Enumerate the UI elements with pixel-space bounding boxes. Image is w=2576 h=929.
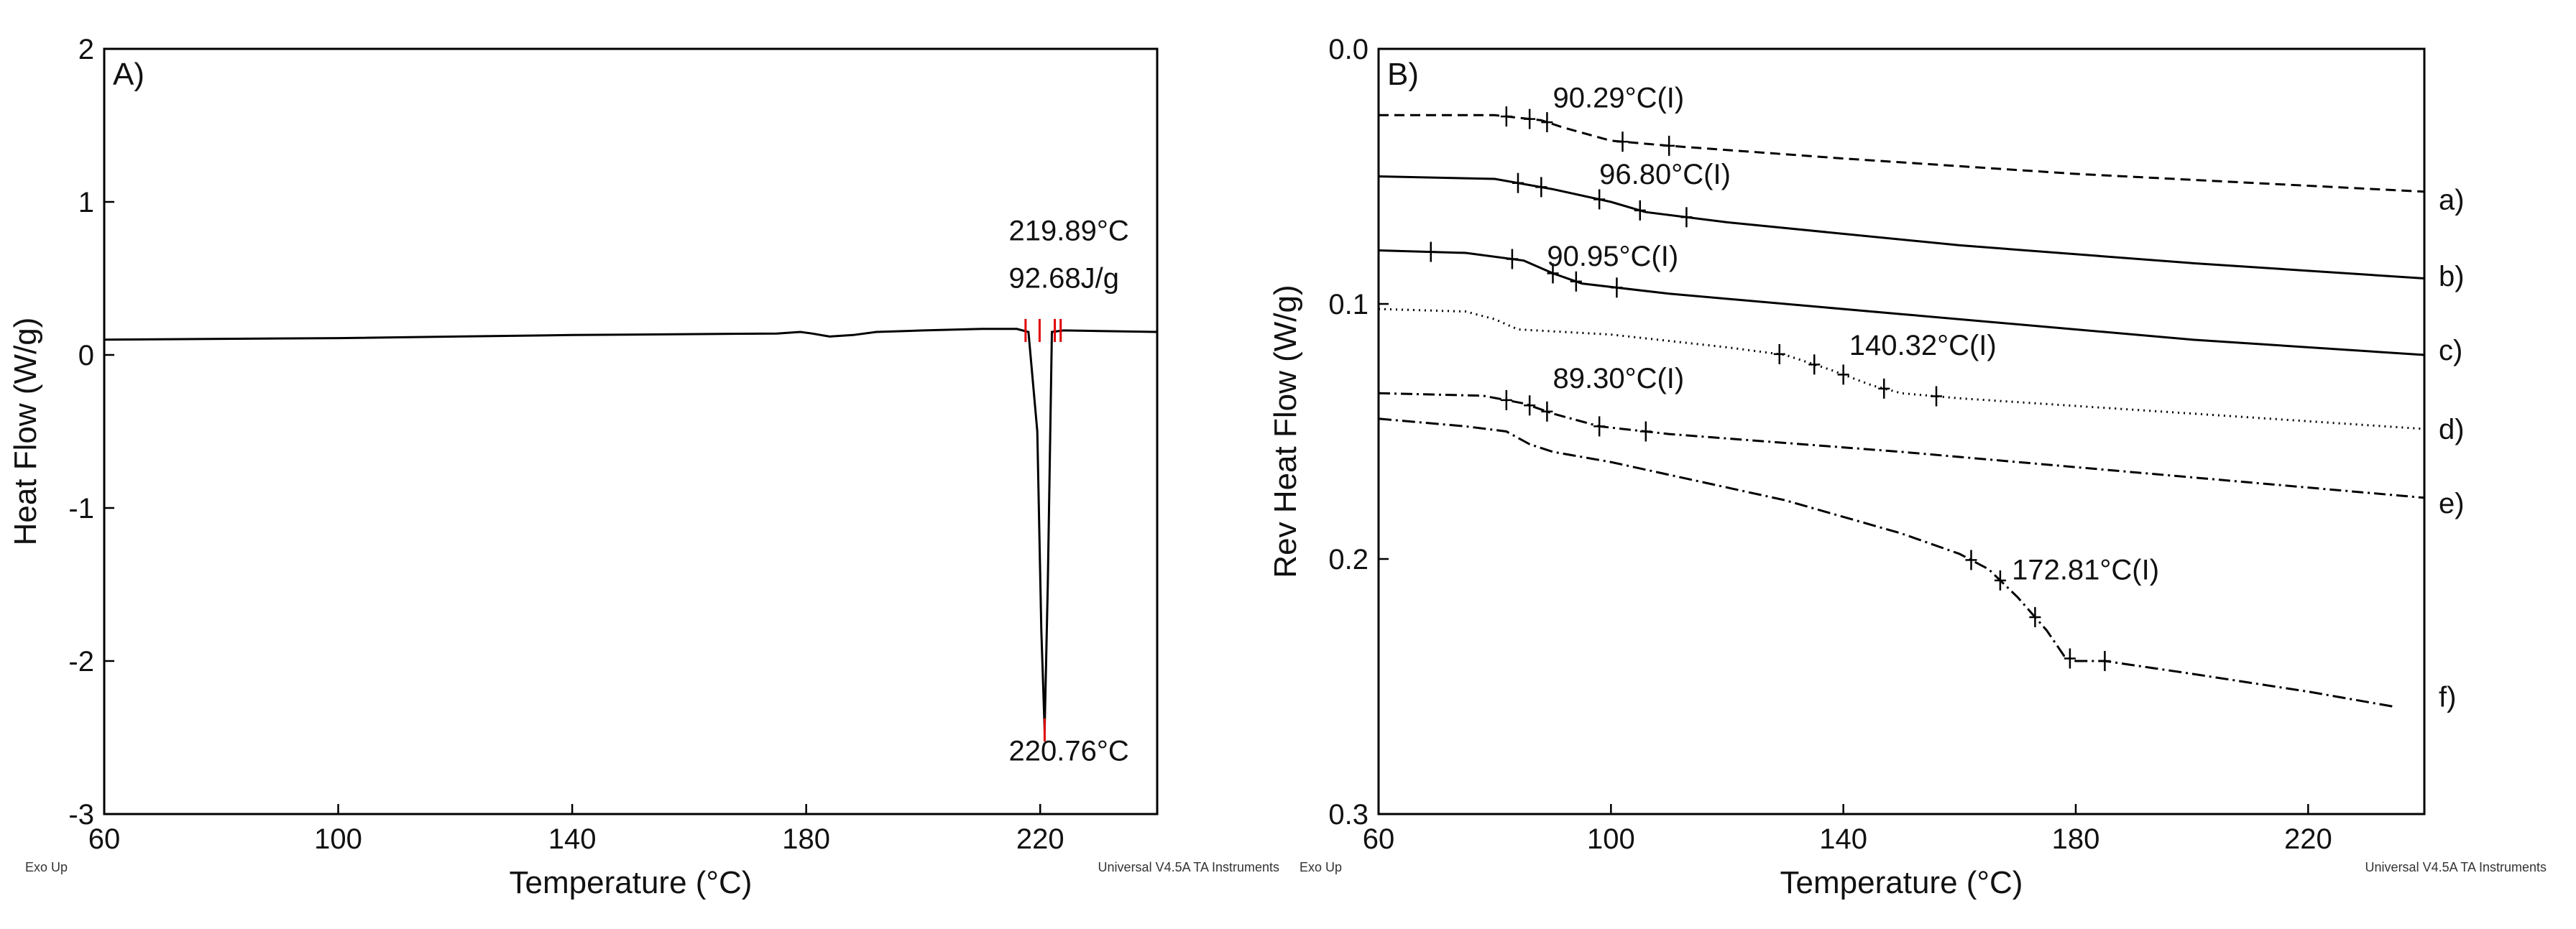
series-label: e): [2439, 488, 2465, 519]
x-tick-label: 60: [1363, 823, 1395, 855]
x-tick-label: 140: [548, 823, 597, 855]
footer-instrument: Universal V4.5A TA Instruments: [1098, 860, 1279, 874]
transition-annotation: 89.30°C(I): [1553, 363, 1685, 394]
y-axis-title: Rev Heat Flow (W/g): [1268, 285, 1303, 578]
series-line: [104, 328, 1158, 730]
x-tick-label: 220: [1016, 823, 1064, 855]
transition-annotation: 90.95°C(I): [1547, 241, 1678, 272]
footer-exo-up: Exo Up: [1300, 860, 1342, 874]
x-tick-label: 140: [1819, 823, 1867, 855]
x-tick-label: 220: [2284, 823, 2332, 855]
x-tick-label: 100: [314, 823, 362, 855]
y-tick-label: 0.0: [1328, 34, 1368, 65]
series-label: f): [2439, 682, 2456, 713]
x-tick-label: 60: [88, 823, 121, 855]
series-label: d): [2439, 414, 2465, 445]
panel-a-heat-flow-chart: 60 100 140 180 220 -3 -2 -1 0 1 2 Temperature (°C) H…: [8, 34, 1279, 900]
plot-frame: [103, 47, 1159, 815]
y-tick-label: -3: [68, 799, 94, 831]
series-label: c): [2439, 335, 2462, 366]
x-axis-title: Temperature (°C): [1780, 865, 2023, 900]
series-line-f: [1378, 417, 2396, 708]
y-tick-label: 0.2: [1328, 544, 1368, 576]
panel-b-rev-heat-flow-chart: 60 100 140 180 220 0.0 0.1 0.2 0.3 Temperature (°…: [1268, 34, 2547, 900]
series-line-b: [1378, 175, 2425, 279]
series-line-a: [1379, 114, 2425, 193]
y-tick-label: 1: [78, 187, 94, 218]
transition-annotation: 90.29°C(I): [1553, 83, 1685, 114]
series-line-c: [1378, 249, 2425, 356]
footer-exo-up: Exo Up: [25, 860, 68, 874]
panel-label: B): [1387, 57, 1419, 92]
y-tick-label: 2: [78, 34, 94, 65]
y-axis-title: Heat Flow (W/g): [8, 318, 43, 546]
x-tick-label: 180: [2052, 823, 2100, 855]
panel-label: A): [113, 57, 144, 92]
plot-frame: [1377, 47, 2426, 815]
series-label: a): [2439, 184, 2465, 216]
y-tick-label: 0.3: [1328, 799, 1368, 831]
x-tick-label: 180: [782, 823, 830, 855]
y-tick-label: 0: [78, 340, 94, 371]
footer-instrument: Universal V4.5A TA Instruments: [2365, 860, 2547, 874]
peak-annotation: 219.89°C: [1009, 215, 1129, 246]
series-line-d: [1378, 308, 2425, 430]
transition-annotation: 140.32°C(I): [1849, 330, 1997, 361]
peak-annotation: 220.76°C: [1009, 735, 1129, 767]
x-axis-title: Temperature (°C): [510, 865, 753, 900]
y-tick-label: -1: [68, 493, 94, 524]
y-tick-label: 0.1: [1328, 289, 1368, 320]
series-label: b): [2439, 261, 2465, 292]
transition-annotation: 96.80°C(I): [1599, 159, 1731, 190]
peak-annotation: 92.68J/g: [1009, 262, 1119, 294]
y-tick-label: -2: [68, 646, 94, 678]
x-tick-label: 100: [1587, 823, 1635, 855]
transition-annotation: 172.81°C(I): [2012, 554, 2159, 586]
